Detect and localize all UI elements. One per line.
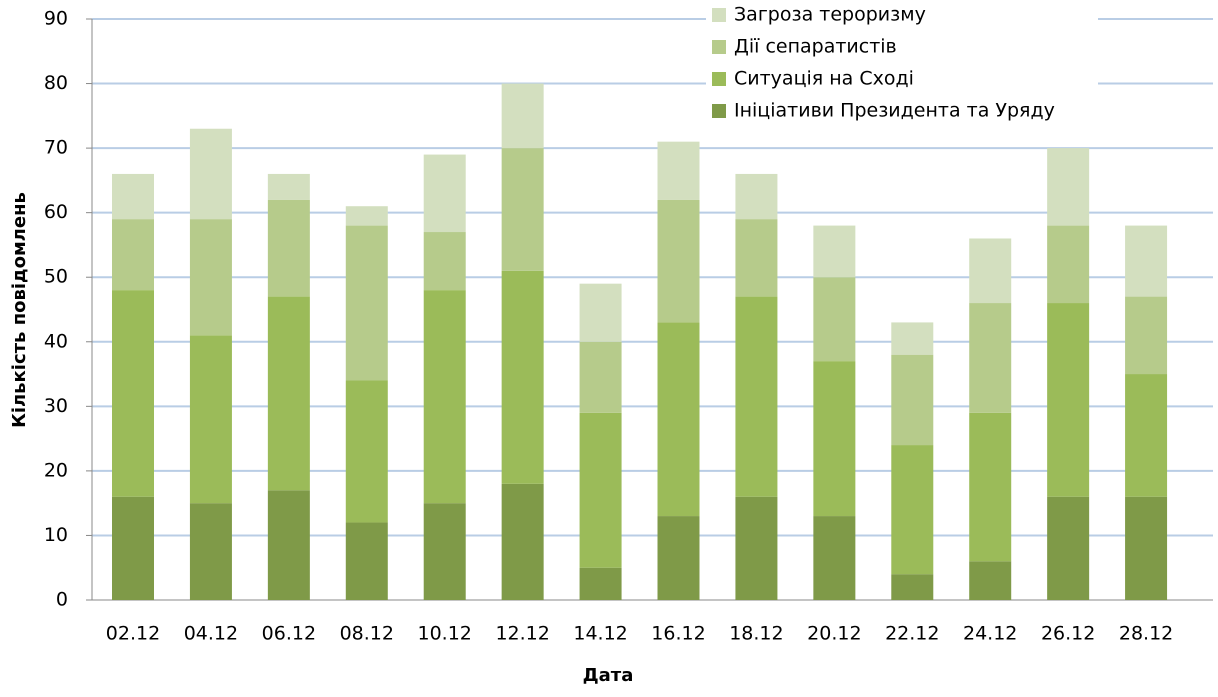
bar-segment xyxy=(423,290,466,504)
bar-segment xyxy=(189,128,232,220)
bar-segment xyxy=(267,173,310,200)
bar-segment xyxy=(891,354,934,446)
y-tick-label: 40 xyxy=(44,330,68,352)
bar-segment xyxy=(735,496,778,600)
bar-segment xyxy=(112,219,154,291)
bar-segment xyxy=(112,290,154,497)
bar-segment xyxy=(1047,496,1090,600)
y-tick-label: 30 xyxy=(44,395,68,417)
bar-segment xyxy=(423,154,466,233)
x-tick-label: 18.12 xyxy=(729,623,783,645)
bar-segment xyxy=(267,199,310,297)
legend-swatch xyxy=(712,72,726,86)
bar-segment xyxy=(345,522,388,600)
bar-segment xyxy=(735,219,778,297)
x-tick-label: 22.12 xyxy=(885,623,939,645)
bar-segment xyxy=(813,361,856,517)
y-axis-label: Кількість повідомлень xyxy=(9,192,30,428)
x-tick-label: 04.12 xyxy=(184,623,238,645)
legend-bg xyxy=(706,0,1098,132)
bar-segment xyxy=(345,225,388,381)
y-tick-label: 60 xyxy=(44,201,68,223)
bar-segment xyxy=(657,516,700,600)
x-tick-label: 12.12 xyxy=(495,623,549,645)
y-tick-label: 10 xyxy=(44,524,68,546)
bar-segment xyxy=(501,270,544,484)
bar-segment xyxy=(969,561,1012,600)
legend-label: Дії сепаратистів xyxy=(734,36,897,58)
legend-swatch xyxy=(712,40,726,54)
bar-segment xyxy=(969,303,1012,413)
bar-segment xyxy=(345,380,388,523)
bar-segment xyxy=(1125,374,1168,497)
bar-segment xyxy=(657,322,700,517)
x-tick-label: 02.12 xyxy=(106,623,160,645)
bar-segment xyxy=(501,148,544,271)
bar-segment xyxy=(813,277,856,362)
x-axis-label: Дата xyxy=(583,665,634,686)
legend-label: Ініціативи Президента та Уряду xyxy=(734,100,1055,122)
bar-segment xyxy=(189,335,232,504)
bar-segment xyxy=(579,412,622,568)
bar-segment xyxy=(501,483,544,600)
y-tick-label: 0 xyxy=(56,589,68,611)
bar-segment xyxy=(1125,496,1168,600)
legend-label: Ситуація на Сході xyxy=(734,68,914,90)
y-tick-label: 70 xyxy=(44,137,68,159)
x-tick-label: 16.12 xyxy=(651,623,705,645)
bar-segment xyxy=(1047,303,1090,497)
bar-segment xyxy=(735,296,778,497)
bar-segment xyxy=(579,567,622,600)
legend-swatch xyxy=(712,8,726,22)
x-tick-label: 26.12 xyxy=(1041,623,1095,645)
bar-segment xyxy=(969,412,1012,562)
bar-segment xyxy=(579,341,622,413)
x-tick-label: 06.12 xyxy=(262,623,316,645)
bar-segment xyxy=(345,206,388,226)
x-tick-label: 10.12 xyxy=(418,623,472,645)
bar-segment xyxy=(1125,296,1168,375)
bar-segment xyxy=(891,574,934,600)
y-tick-label: 80 xyxy=(44,72,68,94)
bar-segment xyxy=(423,232,466,291)
bar-segment xyxy=(267,296,310,491)
bar-segment xyxy=(1125,225,1168,297)
x-tick-label: 20.12 xyxy=(807,623,861,645)
bar-segment xyxy=(579,283,622,342)
bar-segment xyxy=(735,173,778,220)
bar-segment xyxy=(189,219,232,336)
legend-swatch xyxy=(712,104,726,118)
bar-segment xyxy=(501,83,544,149)
bar-segment xyxy=(189,503,232,600)
bar-segment xyxy=(112,496,154,600)
bar-segment xyxy=(1047,148,1090,226)
bar-segment xyxy=(813,225,856,278)
bar-segment xyxy=(112,173,154,220)
legend-label: Загроза тероризму xyxy=(734,4,926,26)
bar-segment xyxy=(657,141,700,200)
bar-segment xyxy=(267,490,310,600)
bar-segment xyxy=(423,503,466,600)
bar-segment xyxy=(657,199,700,323)
x-tick-label: 28.12 xyxy=(1119,623,1173,645)
bar-segment xyxy=(813,516,856,600)
bar-segment xyxy=(969,238,1012,304)
y-tick-label: 20 xyxy=(44,459,68,481)
bar-segment xyxy=(1047,225,1090,304)
x-tick-label: 24.12 xyxy=(963,623,1017,645)
y-tick-label: 90 xyxy=(44,8,68,30)
bar-segment xyxy=(891,445,934,575)
y-tick-label: 50 xyxy=(44,266,68,288)
x-tick-label: 08.12 xyxy=(340,623,394,645)
bar-segment xyxy=(891,322,934,355)
x-tick-label: 14.12 xyxy=(573,623,627,645)
